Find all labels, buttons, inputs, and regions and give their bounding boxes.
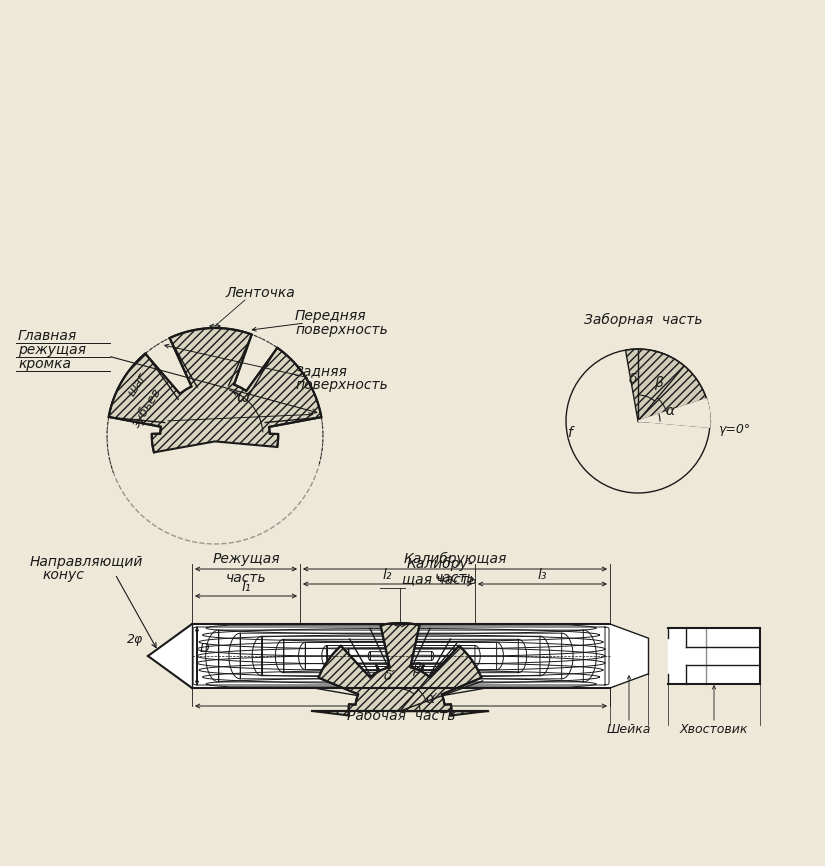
- Text: режущая: режущая: [18, 343, 86, 357]
- Text: Задняя: Задняя: [295, 364, 348, 378]
- Text: l₁: l₁: [241, 580, 251, 594]
- Text: Шейка: Шейка: [607, 723, 651, 736]
- Polygon shape: [148, 624, 192, 688]
- Text: конус: конус: [42, 568, 84, 582]
- Text: ω: ω: [237, 391, 249, 405]
- Polygon shape: [192, 624, 610, 688]
- Text: зубьев: зубьев: [130, 385, 164, 430]
- Text: поверхность: поверхность: [295, 378, 388, 392]
- Polygon shape: [313, 623, 488, 715]
- Text: кромка: кромка: [18, 357, 71, 371]
- Text: α: α: [666, 404, 675, 418]
- Text: l₂: l₂: [383, 568, 392, 582]
- Text: δ′: δ′: [384, 669, 396, 683]
- Text: щая часть: щая часть: [403, 572, 478, 586]
- Text: β′: β′: [412, 662, 424, 676]
- Text: β: β: [653, 376, 662, 390]
- Text: Передняя: Передняя: [295, 309, 366, 323]
- Text: поверхность: поверхность: [295, 323, 388, 337]
- Text: α′: α′: [426, 692, 438, 706]
- Text: Калибрующая: Калибрующая: [403, 552, 507, 566]
- Text: γ=0°: γ=0°: [718, 423, 750, 436]
- Text: часть: часть: [226, 571, 266, 585]
- Text: Калибру-: Калибру-: [407, 557, 474, 571]
- Text: Главная: Главная: [18, 329, 78, 343]
- Text: шаг: шаг: [125, 370, 149, 398]
- Polygon shape: [610, 624, 648, 688]
- Text: Рабочая  часть: Рабочая часть: [346, 709, 455, 723]
- Text: часть: часть: [435, 571, 475, 585]
- Text: Заборная  часть: Заборная часть: [584, 313, 702, 327]
- Text: Ленточка: Ленточка: [225, 286, 295, 300]
- Text: f: f: [567, 426, 572, 440]
- Text: l₃: l₃: [538, 568, 547, 582]
- Text: Хвостовик: Хвостовик: [680, 723, 748, 736]
- Text: D: D: [199, 642, 209, 655]
- Text: 2φ: 2φ: [127, 634, 143, 647]
- Polygon shape: [625, 349, 710, 427]
- Polygon shape: [638, 398, 710, 427]
- Text: Режущая: Режущая: [212, 552, 280, 566]
- Polygon shape: [668, 628, 760, 684]
- Polygon shape: [109, 328, 322, 452]
- Text: δ: δ: [629, 372, 637, 386]
- Text: Направляющий: Направляющий: [30, 555, 144, 569]
